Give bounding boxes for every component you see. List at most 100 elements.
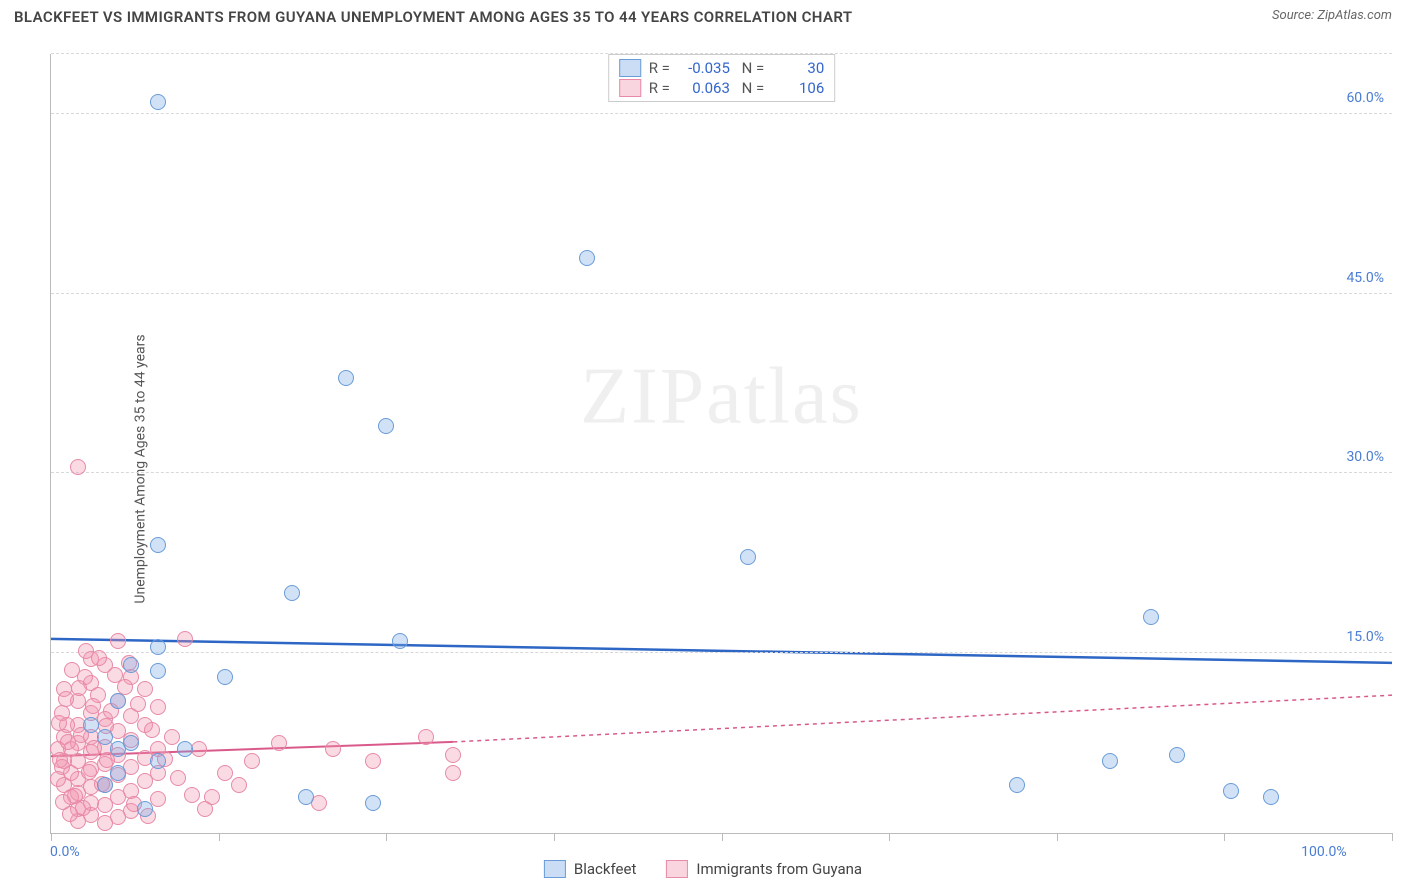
data-point-pink <box>60 734 76 750</box>
series-legend: Blackfeet Immigrants from Guyana <box>544 860 862 878</box>
data-point-pink <box>325 741 341 757</box>
legend-row-pink: R = 0.063 N = 106 <box>619 79 825 97</box>
n-label: N = <box>738 59 764 77</box>
trendline <box>51 639 1392 663</box>
legend-label-pink: Immigrants from Guyana <box>696 860 862 878</box>
n-label: N = <box>738 79 764 97</box>
data-point-blue <box>110 741 126 757</box>
r-label: R = <box>649 79 670 97</box>
r-value-pink: 0.063 <box>678 79 730 97</box>
data-point-blue <box>338 370 354 386</box>
data-point-pink <box>64 662 80 678</box>
y-tick-label: 30.0% <box>1346 449 1384 465</box>
data-point-pink <box>70 459 86 475</box>
data-point-pink <box>91 650 107 666</box>
data-point-blue <box>1009 777 1025 793</box>
data-point-blue <box>298 789 314 805</box>
data-point-blue <box>740 549 756 565</box>
data-point-pink <box>50 771 66 787</box>
data-point-pink <box>52 752 68 768</box>
watermark-thin: atlas <box>706 352 863 440</box>
x-tick <box>386 833 387 841</box>
data-point-pink <box>110 633 126 649</box>
data-point-blue <box>177 741 193 757</box>
data-point-blue <box>150 94 166 110</box>
trendlines-layer <box>51 54 1392 833</box>
data-point-pink <box>150 791 166 807</box>
data-point-blue <box>123 657 139 673</box>
data-point-pink <box>81 764 97 780</box>
data-point-pink <box>445 747 461 763</box>
data-point-blue <box>97 729 113 745</box>
data-point-pink <box>231 777 247 793</box>
data-point-blue <box>1143 609 1159 625</box>
data-point-blue <box>579 250 595 266</box>
data-point-pink <box>107 667 123 683</box>
swatch-pink <box>666 860 688 878</box>
data-point-pink <box>177 631 193 647</box>
gridline <box>51 113 1392 114</box>
data-point-pink <box>170 770 186 786</box>
swatch-blue <box>619 59 641 77</box>
chart-container: Unemployment Among Ages 35 to 44 years Z… <box>0 46 1406 892</box>
source-attribution: Source: ZipAtlas.com <box>1272 8 1392 23</box>
data-point-blue <box>150 663 166 679</box>
watermark: ZIPatlas <box>580 351 863 442</box>
swatch-blue <box>544 860 566 878</box>
x-tick <box>51 833 52 841</box>
data-point-blue <box>110 765 126 781</box>
n-value-blue: 30 <box>772 59 824 77</box>
legend-item-pink: Immigrants from Guyana <box>666 860 862 878</box>
data-point-pink <box>110 789 126 805</box>
gridline <box>51 652 1392 653</box>
y-tick-label: 15.0% <box>1346 629 1384 645</box>
chart-title: BLACKFEET VS IMMIGRANTS FROM GUYANA UNEM… <box>14 8 852 26</box>
trendline <box>453 695 1392 742</box>
x-tick <box>889 833 890 841</box>
gridline <box>51 53 1392 54</box>
data-point-blue <box>137 801 153 817</box>
data-point-pink <box>164 729 180 745</box>
x-tick-label: 100.0% <box>1301 844 1346 860</box>
data-point-pink <box>58 691 74 707</box>
data-point-pink <box>85 698 101 714</box>
data-point-pink <box>144 722 160 738</box>
data-point-blue <box>378 418 394 434</box>
data-point-blue <box>150 753 166 769</box>
data-point-pink <box>97 797 113 813</box>
data-point-pink <box>244 753 260 769</box>
data-point-pink <box>184 787 200 803</box>
data-point-blue <box>392 633 408 649</box>
data-point-pink <box>130 696 146 712</box>
data-point-blue <box>217 669 233 685</box>
data-point-blue <box>365 795 381 811</box>
data-point-blue <box>1223 783 1239 799</box>
data-point-pink <box>51 715 67 731</box>
data-point-pink <box>137 773 153 789</box>
x-tick <box>1057 833 1058 841</box>
data-point-blue <box>97 777 113 793</box>
watermark-bold: ZIP <box>580 352 706 440</box>
data-point-pink <box>217 765 233 781</box>
data-point-pink <box>445 765 461 781</box>
r-label: R = <box>649 59 670 77</box>
data-point-blue <box>110 693 126 709</box>
data-point-blue <box>150 639 166 655</box>
data-point-pink <box>71 680 87 696</box>
data-point-blue <box>150 537 166 553</box>
legend-row-blue: R = -0.035 N = 30 <box>619 59 825 77</box>
gridline <box>51 472 1392 473</box>
legend-item-blue: Blackfeet <box>544 860 636 878</box>
x-tick <box>1224 833 1225 841</box>
legend-label-blue: Blackfeet <box>574 860 636 878</box>
data-point-blue <box>1102 753 1118 769</box>
x-tick <box>722 833 723 841</box>
n-value-pink: 106 <box>772 79 824 97</box>
data-point-blue <box>83 717 99 733</box>
y-tick-label: 60.0% <box>1346 90 1384 106</box>
x-tick <box>219 833 220 841</box>
data-point-blue <box>1263 789 1279 805</box>
correlation-legend: R = -0.035 N = 30 R = 0.063 N = 106 <box>608 54 836 102</box>
data-point-pink <box>365 753 381 769</box>
data-point-pink <box>418 729 434 745</box>
